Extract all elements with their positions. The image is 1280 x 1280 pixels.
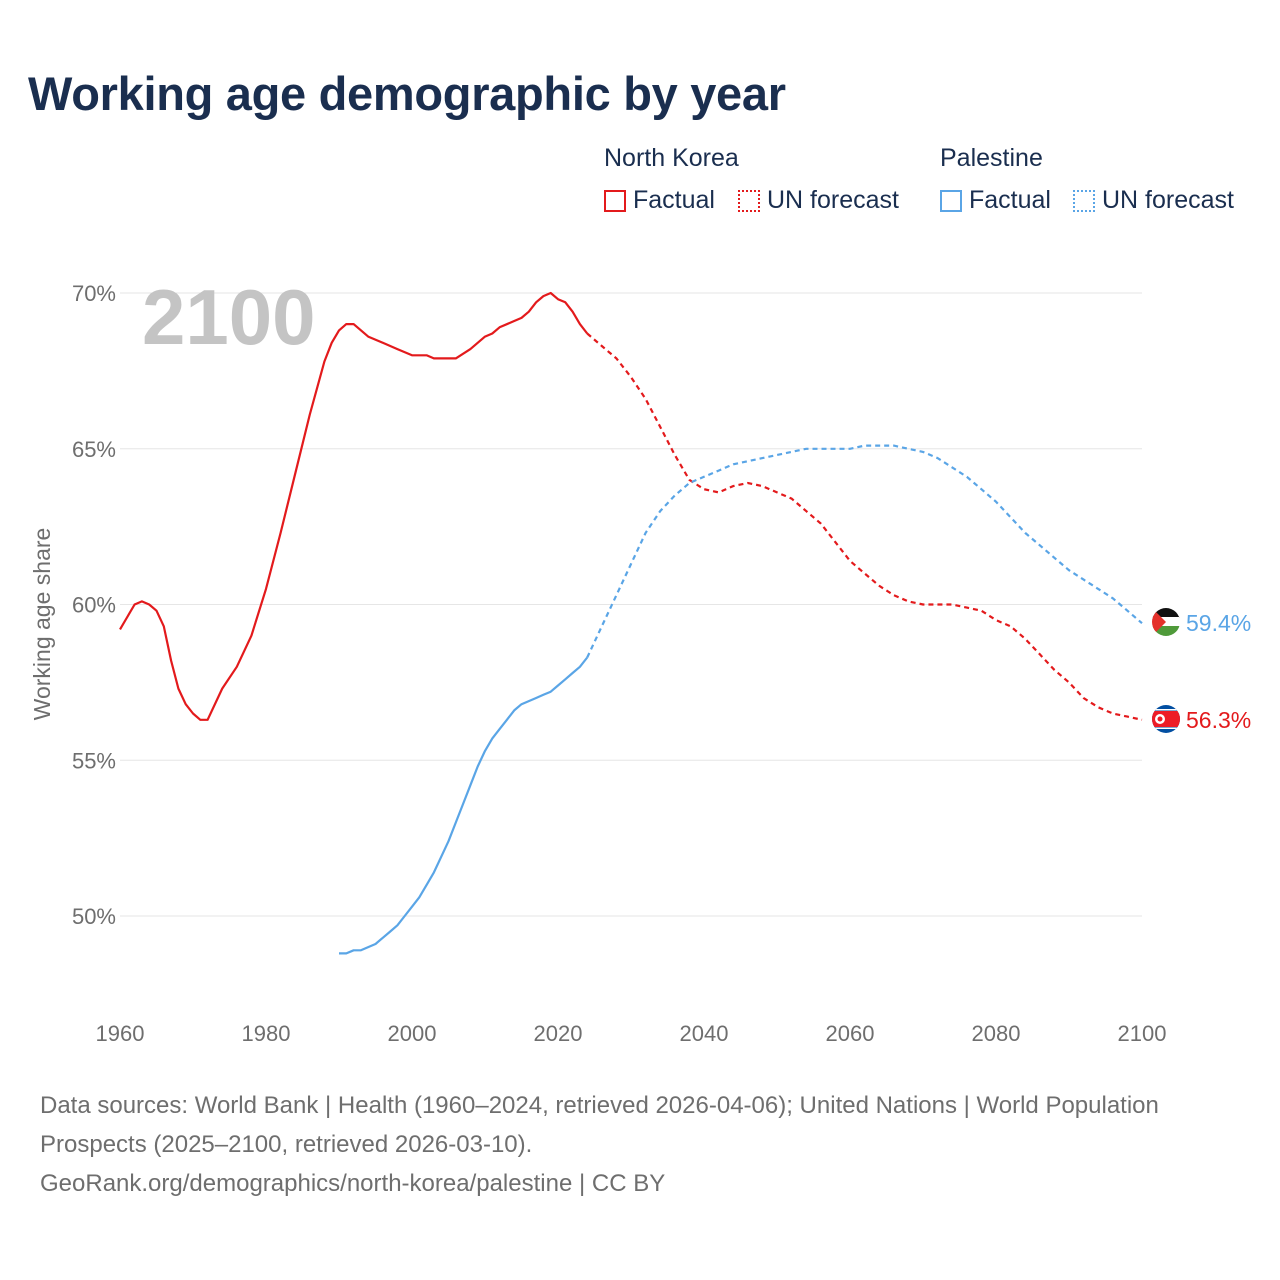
legend-group-palestine: Palestine xyxy=(940,144,1043,172)
legend-label: Factual xyxy=(969,186,1051,214)
x-tick-label: 2040 xyxy=(680,1021,729,1046)
data-sources: Data sources: World Bank | Health (1960–… xyxy=(40,1092,1159,1158)
legend-item-palestine-forecast[interactable]: UN forecast xyxy=(1073,186,1234,215)
legend-label: UN forecast xyxy=(767,186,899,214)
legend-swatch-dotted-blue xyxy=(1073,189,1095,212)
series: 56.3% 59.4% xyxy=(119,291,1251,955)
x-tick-label: 1980 xyxy=(242,1021,291,1046)
y-tick-label: 55% xyxy=(72,748,116,773)
y-tick-label: 60% xyxy=(72,593,116,618)
y-tick-label: 65% xyxy=(72,437,116,462)
x-tick-label: 1960 xyxy=(96,1021,145,1046)
north-korea-flag-icon xyxy=(1152,705,1180,733)
legend-item-palestine-factual[interactable]: Factual xyxy=(940,186,1051,215)
palestine-flag-icon xyxy=(1152,608,1180,636)
year-overlay: 2100 xyxy=(142,273,316,361)
legend-item-north-korea-forecast[interactable]: UN forecast xyxy=(738,186,899,215)
series-line-north-korea-forecast xyxy=(586,332,1143,721)
legend-label: UN forecast xyxy=(1102,186,1234,214)
y-axis: 50% 55% 60% 65% 70% xyxy=(72,281,116,929)
x-tick-label: 2100 xyxy=(1118,1021,1167,1046)
legend-swatch-solid-blue xyxy=(940,189,962,212)
x-tick-label: 2020 xyxy=(534,1021,583,1046)
legend-label: Factual xyxy=(633,186,715,214)
end-label-palestine: 59.4% xyxy=(1186,610,1251,636)
series-line-palestine-factual xyxy=(339,656,589,955)
x-tick-label: 2000 xyxy=(388,1021,437,1046)
gridlines xyxy=(120,292,1142,917)
legend-swatch-dotted-red xyxy=(738,189,760,212)
x-tick-label: 2060 xyxy=(826,1021,875,1046)
end-label-north-korea: 56.3% xyxy=(1186,707,1251,733)
legend-group-north-korea: North Korea xyxy=(604,144,739,172)
x-axis: 1960 1980 2000 2020 2040 2060 2080 2100 xyxy=(96,1021,1167,1046)
y-axis-label: Working age share xyxy=(29,528,55,721)
series-line-north-korea-factual xyxy=(119,291,589,721)
legend-item-north-korea-factual[interactable]: Factual xyxy=(604,186,715,215)
x-tick-label: 2080 xyxy=(972,1021,1021,1046)
footer: Data sources: World Bank | Health (1960–… xyxy=(40,1086,1240,1203)
y-tick-label: 50% xyxy=(72,904,116,929)
series-line-palestine-forecast xyxy=(586,444,1143,658)
y-tick-label: 70% xyxy=(72,281,116,306)
legend-swatch-solid-red xyxy=(604,189,626,212)
chart-title: Working age demographic by year xyxy=(28,67,786,120)
source-url[interactable]: GeoRank.org/demographics/north-korea/pal… xyxy=(40,1170,666,1197)
